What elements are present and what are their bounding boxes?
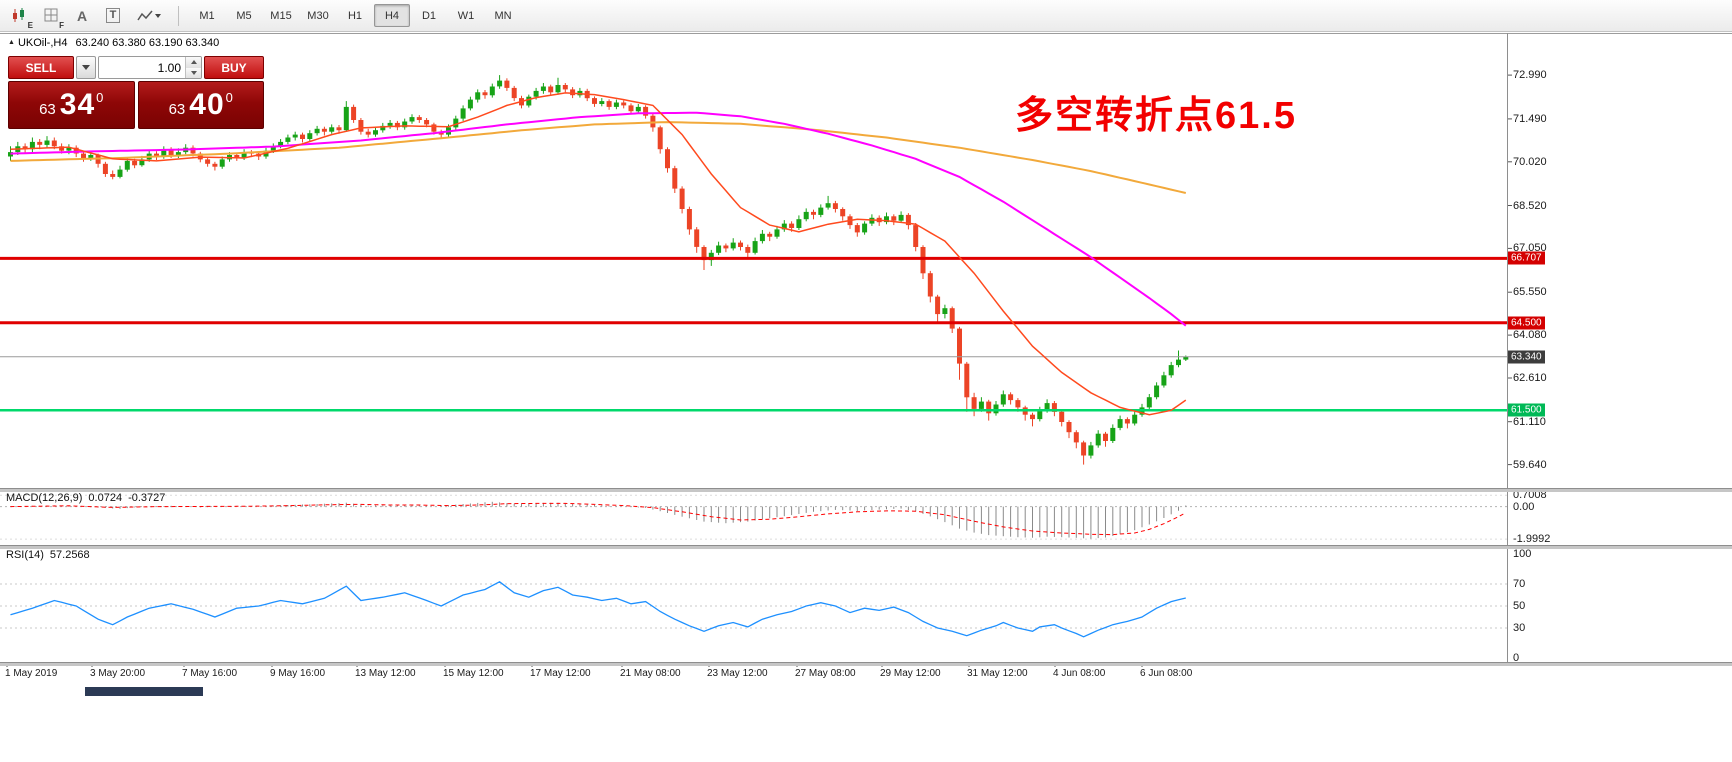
time-axis-label: 23 May 12:00 [707, 668, 768, 679]
bid-price-tile[interactable]: 63 34 0 [8, 81, 135, 129]
price-tick-label: 62.610 [1513, 371, 1547, 384]
time-axis-label: 27 May 08:00 [795, 668, 856, 679]
ask-price-prefix: 63 [168, 100, 186, 118]
chart-plot-area[interactable] [0, 33, 1732, 762]
price-scale[interactable] [1508, 33, 1732, 663]
grid-icon [44, 8, 57, 22]
time-axis-label: 9 May 16:00 [270, 668, 326, 679]
macd-indicator-label: MACD(12,26,9) 0.0724 -0.3727 [6, 492, 171, 504]
rsi-indicator-label: RSI(14) 57.2568 [6, 549, 96, 561]
symbol-label: UKOil-,H4 [17, 37, 68, 49]
toolbar-separator [178, 5, 179, 26]
bid-price-pipette: 0 [96, 89, 104, 105]
template-tool-letter: T [105, 8, 121, 23]
time-axis-label: 7 May 16:00 [182, 668, 238, 679]
rsi-scale-label: 100 [1513, 548, 1532, 560]
macd-scale-label: -1.9992 [1513, 533, 1551, 546]
timeframe-button-m30[interactable]: M30 [307, 9, 329, 22]
candlestick-chart-tool-button[interactable]: E [6, 3, 34, 30]
chart-title-bar: ▲ UKOil-,H4 63.240 63.380 63.190 63.340 [8, 37, 219, 49]
price-tick-label: 61.110 [1513, 415, 1546, 428]
text-tool-letter: A [76, 7, 88, 24]
toolbar: E F A T M1 M5 M15 M30 H1 H4 D1 W1 MN [0, 0, 1732, 32]
grid-tool-button[interactable]: F [37, 3, 65, 30]
time-axis-label: 6 Jun 08:00 [1140, 668, 1193, 679]
macd-scale-label: 0.00 [1513, 500, 1535, 513]
one-click-trading-panel: SELL BUY 63 34 0 63 40 0 [8, 56, 264, 129]
chart-annotation-text: 多空转折点61.5 [1015, 95, 1297, 137]
timeframe-button-h4[interactable]: H4 [374, 4, 410, 27]
timeframe-button-m5[interactable]: M5 [236, 9, 252, 22]
template-tool-button[interactable]: T [99, 3, 127, 29]
macd-title: MACD(12,26,9) [6, 492, 83, 504]
panel-splitter[interactable] [0, 488, 1732, 492]
volume-stepper [98, 56, 202, 79]
time-axis-label: 21 May 08:00 [620, 668, 681, 679]
trade-options-dropdown[interactable] [76, 56, 96, 79]
timeframe-group: M1 M5 M15 M30 H1 H4 D1 W1 MN [189, 4, 521, 27]
taskbar-fragment [85, 687, 203, 696]
price-tick-label: 59.640 [1513, 458, 1547, 471]
time-axis-label: 29 May 12:00 [880, 668, 941, 679]
rsi-scale-label: 0 [1513, 652, 1520, 664]
price-tick-label: 64.080 [1513, 329, 1547, 342]
volume-decrease-button[interactable] [186, 67, 201, 78]
drawing-tools-button[interactable] [130, 3, 168, 29]
chevron-down-icon [155, 13, 161, 18]
ask-price-tile[interactable]: 63 40 0 [137, 81, 264, 129]
timeframe-button-m1[interactable]: M1 [199, 9, 215, 22]
rsi-scale-label: 50 [1513, 600, 1526, 612]
time-axis-label: 15 May 12:00 [443, 668, 504, 679]
time-axis-label: 31 May 12:00 [967, 668, 1028, 679]
chevron-down-icon [82, 65, 90, 70]
volume-input[interactable] [99, 57, 185, 78]
time-axis-label: 13 May 12:00 [355, 668, 416, 679]
price-line-badge: 66.707 [1508, 251, 1545, 265]
price-tick-label: 70.020 [1513, 155, 1547, 168]
macd-main-value: 0.0724 [88, 492, 123, 504]
panel-splitter[interactable] [0, 545, 1732, 549]
timeframe-button-mn[interactable]: MN [494, 9, 512, 22]
price-tick-label: 65.550 [1513, 286, 1547, 299]
bid-price-prefix: 63 [39, 100, 56, 118]
time-axis-label: 3 May 20:00 [90, 668, 146, 679]
text-label-tool-button[interactable]: A [68, 3, 96, 29]
timeframe-button-d1[interactable]: D1 [421, 9, 437, 22]
rsi-scale-label: 70 [1513, 578, 1526, 590]
tool-sub-label: F [59, 20, 64, 30]
collapse-arrow-icon[interactable]: ▲ [8, 39, 15, 46]
price-scale-border [1507, 33, 1508, 663]
macd-scale-label: 0.7008 [1513, 489, 1547, 502]
candlestick-icon [13, 8, 24, 22]
timeframe-button-m15[interactable]: M15 [270, 9, 292, 22]
bid-price-main: 34 [59, 88, 96, 121]
volume-spinner [185, 57, 201, 78]
price-tick-label: 72.990 [1513, 69, 1547, 82]
ask-price-pipette: 0 [225, 89, 233, 105]
ask-price-main: 40 [189, 88, 225, 121]
last-price-badge: 63.340 [1508, 350, 1545, 364]
price-line-badge: 64.500 [1508, 316, 1545, 330]
price-tick-label: 71.490 [1513, 112, 1547, 125]
rsi-title: RSI(14) [6, 549, 44, 561]
ohlc-values: 63.240 63.380 63.190 63.340 [75, 37, 220, 49]
time-axis-label: 17 May 12:00 [530, 668, 591, 679]
time-axis-label: 1 May 2019 [5, 668, 58, 679]
price-tick-label: 68.520 [1513, 199, 1547, 212]
tool-sub-label: E [27, 20, 33, 30]
trendline-icon [137, 10, 153, 20]
buy-button[interactable]: BUY [204, 56, 264, 79]
timeframe-button-h1[interactable]: H1 [347, 9, 363, 22]
volume-increase-button[interactable] [186, 57, 201, 68]
sell-button[interactable]: SELL [8, 56, 74, 79]
macd-signal-value: -0.3727 [128, 492, 166, 504]
timeframe-button-w1[interactable]: W1 [457, 9, 475, 22]
panel-splitter[interactable] [0, 662, 1732, 666]
time-axis-label: 4 Jun 08:00 [1053, 668, 1106, 679]
price-line-badge: 61.500 [1508, 403, 1545, 417]
price-tick-label: 67.050 [1513, 242, 1547, 255]
rsi-scale-label: 30 [1513, 622, 1526, 634]
rsi-value: 57.2568 [49, 549, 90, 561]
